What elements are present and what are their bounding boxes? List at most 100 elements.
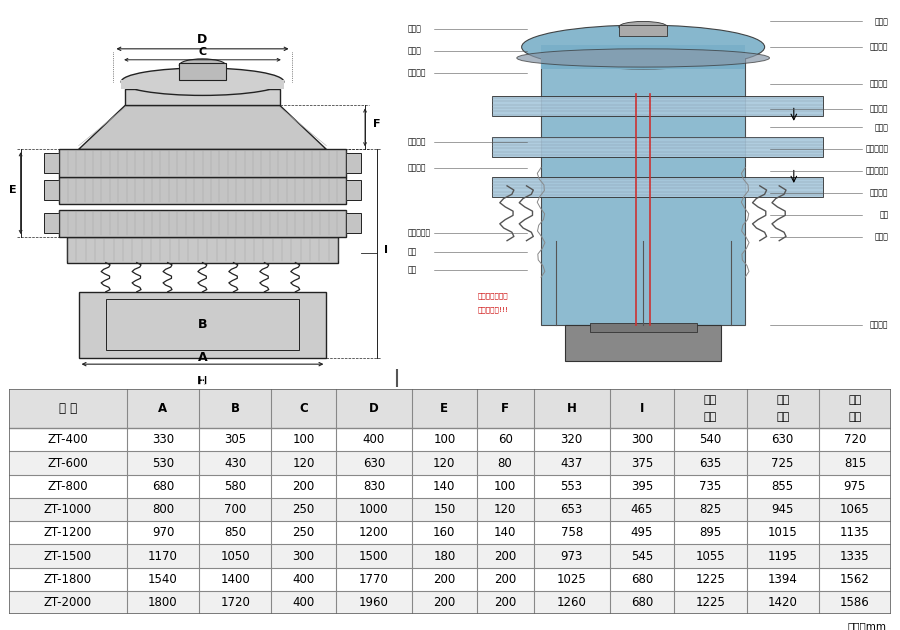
- Bar: [346, 153, 361, 173]
- Text: 压紧环: 压紧环: [408, 46, 421, 55]
- Text: 300: 300: [292, 549, 315, 563]
- Text: 1200: 1200: [359, 526, 389, 539]
- Text: 825: 825: [699, 503, 722, 516]
- Text: 1195: 1195: [768, 549, 797, 563]
- Text: 530: 530: [152, 457, 174, 469]
- Text: E: E: [9, 185, 17, 195]
- Text: 1335: 1335: [840, 549, 869, 563]
- Text: 540: 540: [699, 433, 722, 446]
- Text: B: B: [198, 318, 207, 331]
- Bar: [59, 149, 346, 176]
- Text: 700: 700: [224, 503, 247, 516]
- Bar: [619, 25, 668, 36]
- Text: H: H: [567, 402, 577, 415]
- Text: F: F: [501, 402, 509, 415]
- Text: 筛网法兰: 筛网法兰: [870, 105, 888, 113]
- Bar: [9, 474, 891, 498]
- Text: 725: 725: [771, 457, 794, 469]
- Text: 250: 250: [292, 503, 315, 516]
- Bar: [122, 80, 284, 89]
- Text: 250: 250: [292, 526, 315, 539]
- Text: 100: 100: [494, 480, 517, 493]
- Text: 855: 855: [771, 480, 794, 493]
- Bar: [179, 64, 226, 80]
- Text: 200: 200: [494, 573, 517, 586]
- Text: 120: 120: [292, 457, 315, 469]
- Text: 小尺寸粗料: 小尺寸粗料: [408, 229, 430, 238]
- Text: 330: 330: [152, 433, 174, 446]
- Text: 635: 635: [699, 457, 722, 469]
- Text: 辅助筛网: 辅助筛网: [870, 79, 888, 88]
- Text: 495: 495: [631, 526, 653, 539]
- Text: 630: 630: [363, 457, 385, 469]
- Text: 800: 800: [152, 503, 174, 516]
- Text: ZT-600: ZT-600: [48, 457, 88, 469]
- Text: 1586: 1586: [840, 596, 869, 609]
- Text: 680: 680: [631, 573, 653, 586]
- Text: C: C: [300, 402, 308, 415]
- Bar: [9, 428, 891, 452]
- Text: ZT-400: ZT-400: [48, 433, 88, 446]
- Text: A: A: [158, 402, 167, 415]
- Text: 120: 120: [433, 457, 455, 469]
- Text: I: I: [384, 246, 389, 255]
- Text: 465: 465: [631, 503, 653, 516]
- Bar: [44, 213, 59, 233]
- Text: 1025: 1025: [557, 573, 587, 586]
- Text: 外形尺寸图: 外形尺寸图: [176, 370, 221, 386]
- Bar: [541, 45, 745, 69]
- Bar: [106, 299, 299, 350]
- Text: 120: 120: [494, 503, 517, 516]
- Text: 进料口: 进料口: [875, 17, 888, 26]
- Polygon shape: [78, 105, 327, 149]
- Text: 1394: 1394: [768, 573, 797, 586]
- Text: 160: 160: [433, 526, 455, 539]
- Text: 额外重锤板: 额外重锤板: [866, 167, 888, 176]
- Text: 1055: 1055: [696, 549, 725, 563]
- Text: 三层: 三层: [849, 395, 861, 404]
- Text: 一层: 一层: [704, 395, 717, 404]
- Bar: [492, 96, 823, 117]
- Text: 1065: 1065: [840, 503, 869, 516]
- Bar: [44, 180, 59, 200]
- Text: D: D: [369, 402, 379, 415]
- Text: ZT-1200: ZT-1200: [44, 526, 92, 539]
- Text: 580: 580: [224, 480, 247, 493]
- Text: ZT-1800: ZT-1800: [44, 573, 92, 586]
- Bar: [9, 389, 891, 428]
- Text: 60: 60: [498, 433, 513, 446]
- Text: 二层: 二层: [776, 395, 789, 404]
- Text: 球形清洗板: 球形清洗板: [866, 145, 888, 154]
- Bar: [9, 591, 891, 614]
- Text: 945: 945: [771, 503, 794, 516]
- Text: 型 号: 型 号: [58, 402, 77, 415]
- Bar: [78, 292, 327, 358]
- Bar: [492, 137, 823, 157]
- Text: E: E: [440, 402, 448, 415]
- Text: 100: 100: [292, 433, 315, 446]
- Text: 1770: 1770: [359, 573, 389, 586]
- Bar: [9, 544, 891, 568]
- Text: 底部框架: 底部框架: [408, 163, 426, 172]
- Text: 橡胶球: 橡胶球: [875, 123, 888, 132]
- Text: 下部重锤: 下部重锤: [870, 320, 888, 329]
- Text: 弹簧: 弹簧: [408, 265, 417, 275]
- Text: 1420: 1420: [768, 596, 797, 609]
- Text: ZT-1000: ZT-1000: [44, 503, 92, 516]
- Ellipse shape: [522, 25, 765, 69]
- Text: 1225: 1225: [696, 573, 725, 586]
- Text: 1170: 1170: [148, 549, 178, 563]
- Text: 300: 300: [631, 433, 653, 446]
- Text: 顶部框架: 顶部框架: [408, 68, 426, 77]
- Text: 上部重锤: 上部重锤: [870, 188, 888, 198]
- Text: 375: 375: [631, 457, 653, 469]
- Text: ZT-800: ZT-800: [48, 480, 88, 493]
- Text: 400: 400: [292, 596, 315, 609]
- Text: 高度: 高度: [776, 412, 789, 422]
- Ellipse shape: [122, 68, 284, 95]
- Ellipse shape: [179, 59, 226, 72]
- Bar: [590, 323, 697, 332]
- Text: 1540: 1540: [148, 573, 178, 586]
- Text: 100: 100: [433, 433, 455, 446]
- Text: 400: 400: [363, 433, 385, 446]
